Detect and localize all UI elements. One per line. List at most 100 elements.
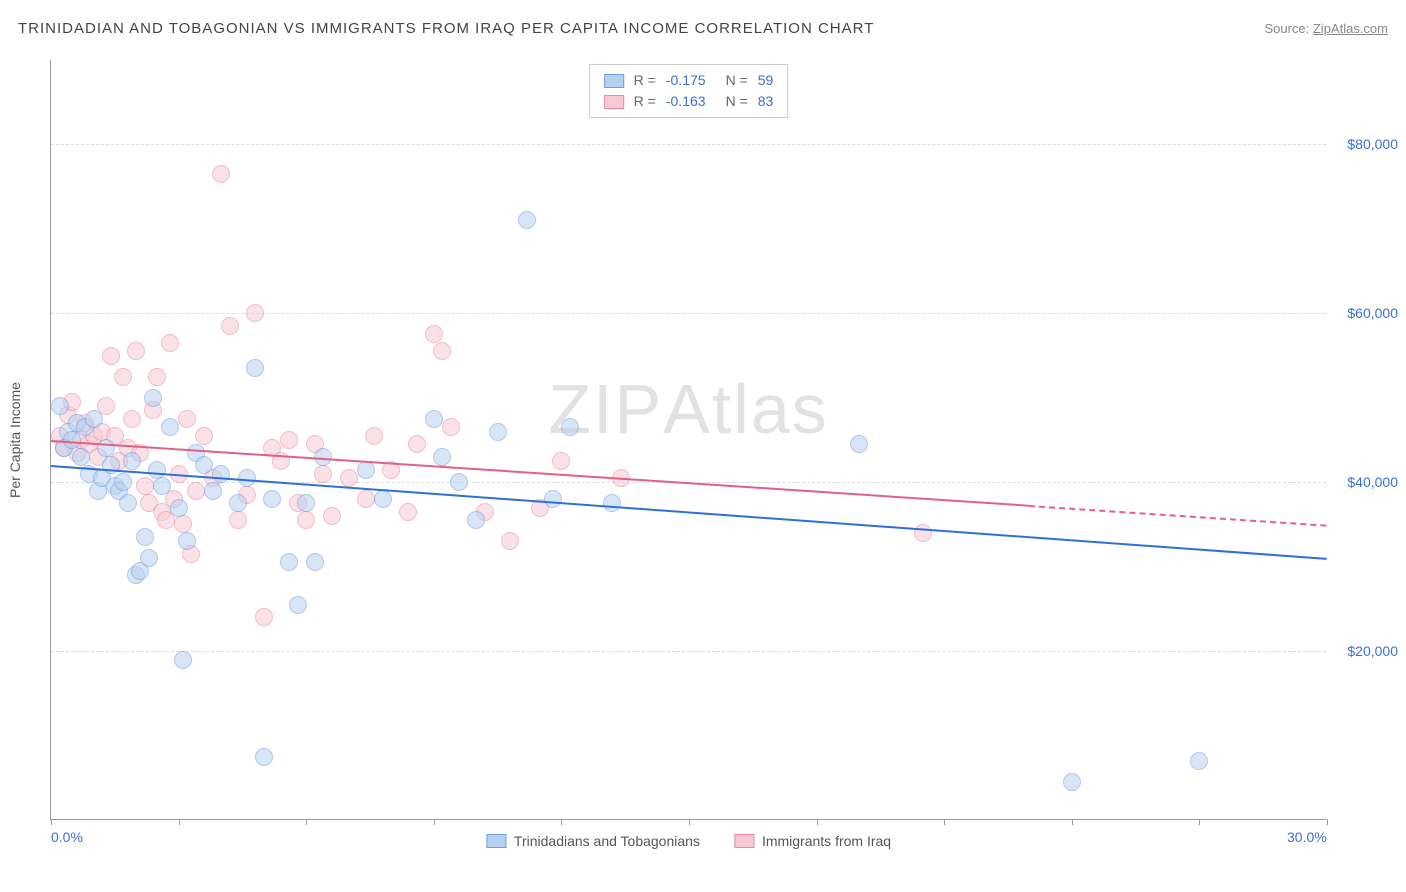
data-point [263,490,281,508]
r-label: R = [634,91,656,112]
data-point [136,477,154,495]
data-point [433,448,451,466]
data-point [195,456,213,474]
data-point [97,439,115,457]
data-point [85,410,103,428]
data-point [119,494,137,512]
data-point [561,418,579,436]
legend-swatch [604,95,624,109]
data-point [374,490,392,508]
r-value: -0.175 [666,70,706,91]
data-point [148,368,166,386]
data-point [1190,752,1208,770]
legend-swatch [486,834,506,848]
series-name: Trinidadians and Tobagonians [514,833,700,849]
data-point [212,165,230,183]
data-point [489,423,507,441]
n-label: N = [726,91,748,112]
data-point [123,410,141,428]
data-point [425,410,443,428]
data-point [153,477,171,495]
y-tick-label: $80,000 [1334,136,1398,152]
data-point [114,368,132,386]
y-tick-label: $20,000 [1334,643,1398,659]
data-point [340,469,358,487]
trend-line [1029,505,1327,527]
data-point [297,494,315,512]
data-point [178,532,196,550]
data-point [323,507,341,525]
data-point [357,490,375,508]
data-point [229,511,247,529]
data-point [174,651,192,669]
x-tick-label: 0.0% [51,829,83,845]
x-tick [944,819,945,825]
data-point [148,461,166,479]
correlation-legend: R = -0.175 N = 59 R = -0.163 N = 83 [589,64,789,118]
x-tick [51,819,52,825]
legend-row: R = -0.175 N = 59 [604,70,774,91]
data-point [552,452,570,470]
data-point [280,431,298,449]
data-point [51,397,69,415]
n-label: N = [726,70,748,91]
data-point [255,608,273,626]
data-point [1063,773,1081,791]
data-point [518,211,536,229]
y-gridline [51,144,1326,145]
y-axis-label: Per Capita Income [7,382,23,498]
data-point [255,748,273,766]
n-value: 83 [758,91,774,112]
watermark: ZIPAtlas [548,369,829,449]
x-tick [1199,819,1200,825]
r-label: R = [634,70,656,91]
data-point [174,515,192,533]
x-tick [1327,819,1328,825]
data-point [246,359,264,377]
r-value: -0.163 [666,91,706,112]
chart-title: TRINIDADIAN AND TOBAGONIAN VS IMMIGRANTS… [18,20,874,37]
y-gridline [51,313,1326,314]
y-gridline [51,651,1326,652]
data-point [114,473,132,491]
data-point [501,532,519,550]
y-tick-label: $40,000 [1334,474,1398,490]
data-point [365,427,383,445]
data-point [297,511,315,529]
x-tick [689,819,690,825]
data-point [195,427,213,445]
scatter-plot-area: Per Capita Income ZIPAtlas R = -0.175N =… [50,60,1326,820]
data-point [140,549,158,567]
data-point [603,494,621,512]
data-point [408,435,426,453]
x-tick [306,819,307,825]
legend-row: R = -0.163 N = 83 [604,91,774,112]
data-point [229,494,247,512]
n-value: 59 [758,70,774,91]
y-tick-label: $60,000 [1334,305,1398,321]
data-point [246,304,264,322]
data-point [850,435,868,453]
legend-swatch [604,74,624,88]
x-tick [1072,819,1073,825]
data-point [212,465,230,483]
data-point [425,325,443,343]
source-link[interactable]: ZipAtlas.com [1313,21,1388,36]
data-point [204,482,222,500]
data-point [914,524,932,542]
series-legend: Trinidadians and Tobagonians Immigrants f… [486,833,891,849]
x-tick [179,819,180,825]
data-point [289,596,307,614]
x-tick [434,819,435,825]
data-point [170,499,188,517]
data-point [306,553,324,571]
data-point [433,342,451,360]
data-point [450,473,468,491]
source-prefix: Source: [1264,21,1312,36]
data-point [102,347,120,365]
series-legend-item: Trinidadians and Tobagonians [486,833,700,849]
series-legend-item: Immigrants from Iraq [734,833,891,849]
data-point [314,465,332,483]
data-point [399,503,417,521]
data-point [72,448,90,466]
